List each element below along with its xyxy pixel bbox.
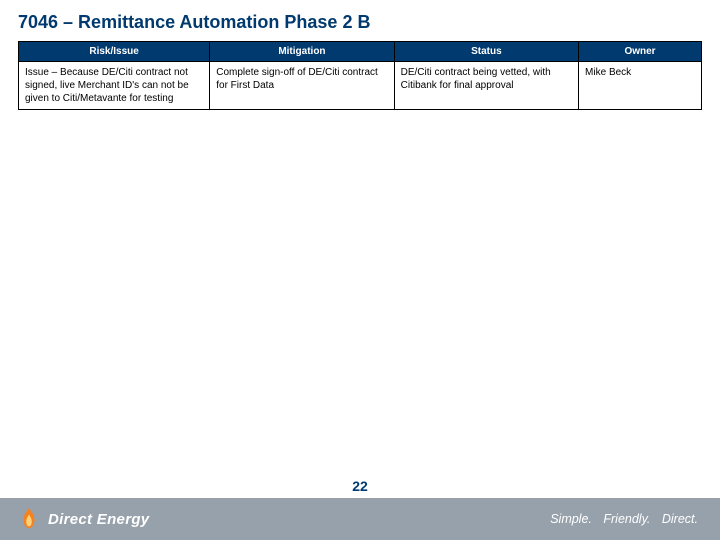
tagline-word: Friendly. bbox=[603, 512, 650, 526]
tagline-word: Direct. bbox=[662, 512, 698, 526]
table-header-row: Risk/Issue Mitigation Status Owner bbox=[19, 42, 702, 62]
col-mitigation: Mitigation bbox=[210, 42, 394, 62]
cell-owner: Mike Beck bbox=[579, 62, 702, 110]
brand-logo: Direct Energy bbox=[18, 506, 149, 532]
brand-tagline: Simple. Friendly. Direct. bbox=[546, 512, 702, 526]
brand-name: Direct Energy bbox=[48, 511, 149, 528]
cell-mitigation: Complete sign-off of DE/Citi contract fo… bbox=[210, 62, 394, 110]
cell-status: DE/Citi contract being vetted, with Citi… bbox=[394, 62, 578, 110]
footer-bar: Direct Energy Simple. Friendly. Direct. bbox=[0, 498, 720, 540]
risk-table: Risk/Issue Mitigation Status Owner Issue… bbox=[18, 41, 702, 110]
flame-icon bbox=[18, 506, 40, 532]
page-title: 7046 – Remittance Automation Phase 2 B bbox=[0, 0, 720, 41]
tagline-word: Simple. bbox=[550, 512, 592, 526]
cell-risk: Issue – Because DE/Citi contract not sig… bbox=[19, 62, 210, 110]
risk-table-wrap: Risk/Issue Mitigation Status Owner Issue… bbox=[0, 41, 720, 110]
col-status: Status bbox=[394, 42, 578, 62]
table-row: Issue – Because DE/Citi contract not sig… bbox=[19, 62, 702, 110]
page-number: 22 bbox=[0, 478, 720, 494]
col-owner: Owner bbox=[579, 42, 702, 62]
col-risk: Risk/Issue bbox=[19, 42, 210, 62]
